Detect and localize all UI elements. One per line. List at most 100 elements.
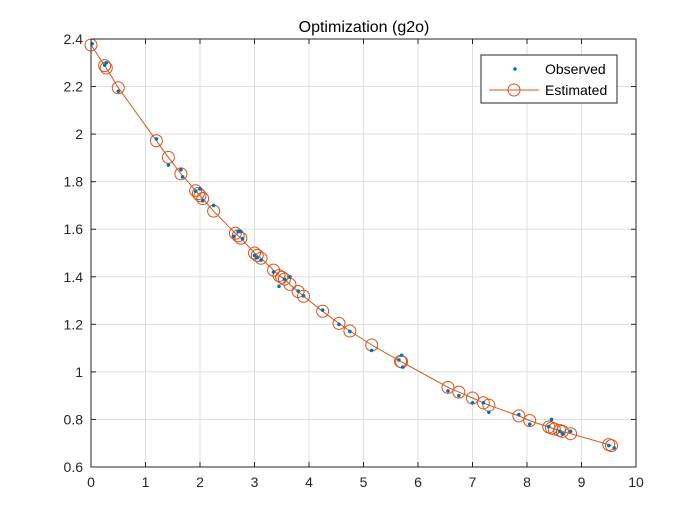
x-tick-label: 3 bbox=[251, 474, 259, 490]
estimated-point bbox=[316, 304, 330, 318]
estimated-point bbox=[452, 385, 466, 399]
y-tick-label: 2 bbox=[75, 126, 83, 142]
observed-point bbox=[399, 353, 404, 358]
estimated-point bbox=[267, 263, 281, 277]
observed-point bbox=[252, 253, 257, 258]
observed-point bbox=[296, 289, 300, 293]
legend-observed-label: Observed bbox=[545, 61, 606, 77]
estimated-point bbox=[476, 396, 490, 410]
y-tick-label: 2.2 bbox=[64, 79, 84, 95]
estimated-point bbox=[564, 427, 578, 441]
legend-estimated-label: Estimated bbox=[545, 82, 607, 98]
observed-point bbox=[255, 255, 260, 260]
observed-point bbox=[400, 365, 405, 369]
y-tick-label: 0.6 bbox=[64, 459, 84, 475]
observed-point bbox=[240, 236, 245, 241]
observed-point bbox=[470, 401, 475, 405]
observed-point bbox=[154, 137, 159, 141]
estimated-point bbox=[512, 409, 526, 423]
estimated-point bbox=[191, 187, 205, 201]
legend-observed-marker bbox=[513, 67, 517, 71]
estimated-point bbox=[277, 272, 291, 286]
estimated-point bbox=[441, 380, 455, 394]
y-tick-label: 1.8 bbox=[64, 174, 84, 190]
observed-point bbox=[239, 229, 243, 234]
observed-point bbox=[236, 229, 240, 234]
estimated-point bbox=[547, 422, 561, 436]
estimated-point bbox=[254, 251, 268, 265]
y-tick-label: 0.8 bbox=[64, 411, 84, 427]
ticks: 0 1 2 3 4 5 6 7 8 9 10 0.6 0.8 1 1.2 1.4 1.6 1.8 2 2.2 2.4 bbox=[64, 31, 644, 490]
observed-point bbox=[288, 274, 292, 279]
observed-point bbox=[211, 203, 216, 208]
estimated-point bbox=[297, 289, 311, 303]
x-tick-label: 6 bbox=[414, 474, 422, 490]
estimated-point bbox=[604, 439, 618, 453]
x-tick-label: 0 bbox=[87, 474, 95, 490]
estimated-point bbox=[275, 270, 289, 284]
observed-point bbox=[369, 348, 374, 353]
observed-point bbox=[612, 446, 616, 450]
legend-box bbox=[480, 54, 618, 104]
estimated-point bbox=[189, 184, 203, 198]
y-tick-label: 1.6 bbox=[64, 221, 84, 237]
observed-point bbox=[517, 412, 521, 417]
observed-point bbox=[282, 277, 287, 281]
observed-point bbox=[549, 417, 554, 422]
x-tick-label: 8 bbox=[523, 474, 531, 490]
observed-point bbox=[606, 443, 611, 448]
legend: Observed Estimated bbox=[480, 54, 618, 104]
observed-point bbox=[446, 389, 450, 393]
observed-point bbox=[179, 167, 183, 172]
x-tick-label: 1 bbox=[142, 474, 150, 490]
y-tick-label: 2.4 bbox=[64, 31, 84, 47]
observed-point bbox=[231, 234, 236, 239]
observed-point bbox=[348, 329, 352, 334]
estimated-point bbox=[343, 324, 357, 338]
observed-point bbox=[560, 431, 565, 436]
observed-point bbox=[259, 258, 263, 262]
x-tick-label: 2 bbox=[196, 474, 204, 490]
x-tick-label: 10 bbox=[628, 474, 644, 490]
observed-point bbox=[557, 429, 562, 434]
y-tick-label: 1 bbox=[75, 364, 83, 380]
observed-point bbox=[116, 89, 121, 94]
x-tick-label: 9 bbox=[578, 474, 586, 490]
y-tick-label: 1.2 bbox=[64, 316, 84, 332]
estimated-line bbox=[90, 44, 612, 447]
observed-point bbox=[457, 393, 461, 398]
observed-point bbox=[193, 189, 198, 193]
legend-estimated-marker bbox=[507, 83, 521, 97]
observed-point bbox=[337, 322, 341, 327]
estimated-point bbox=[98, 59, 112, 73]
observed-point bbox=[180, 175, 185, 179]
observed-point bbox=[568, 429, 573, 434]
observed-point bbox=[200, 198, 205, 203]
estimated-point bbox=[332, 316, 346, 330]
estimated-point bbox=[111, 81, 125, 95]
observed-point bbox=[271, 270, 276, 274]
estimated-point bbox=[555, 424, 569, 438]
observed-point bbox=[487, 410, 491, 415]
chart-title: Optimization (g2o) bbox=[299, 19, 430, 36]
observed-point bbox=[547, 424, 551, 429]
estimated-point bbox=[250, 248, 264, 262]
x-tick-label: 4 bbox=[305, 474, 313, 490]
observed-point bbox=[104, 60, 109, 65]
x-tick-label: 5 bbox=[360, 474, 368, 490]
observed-point bbox=[397, 358, 401, 362]
observed-point bbox=[527, 422, 532, 427]
observed-point bbox=[277, 284, 281, 289]
x-tick-label: 7 bbox=[469, 474, 477, 490]
estimated-point bbox=[248, 246, 261, 260]
estimated-point bbox=[149, 134, 163, 148]
estimated-point bbox=[523, 414, 537, 428]
estimated-point bbox=[174, 167, 188, 181]
estimated-point bbox=[196, 192, 210, 206]
observed-point bbox=[166, 163, 171, 167]
observed-point bbox=[198, 187, 202, 191]
y-tick-label: 1.4 bbox=[64, 269, 84, 285]
observed-point bbox=[301, 294, 306, 298]
observed-point bbox=[320, 308, 325, 312]
